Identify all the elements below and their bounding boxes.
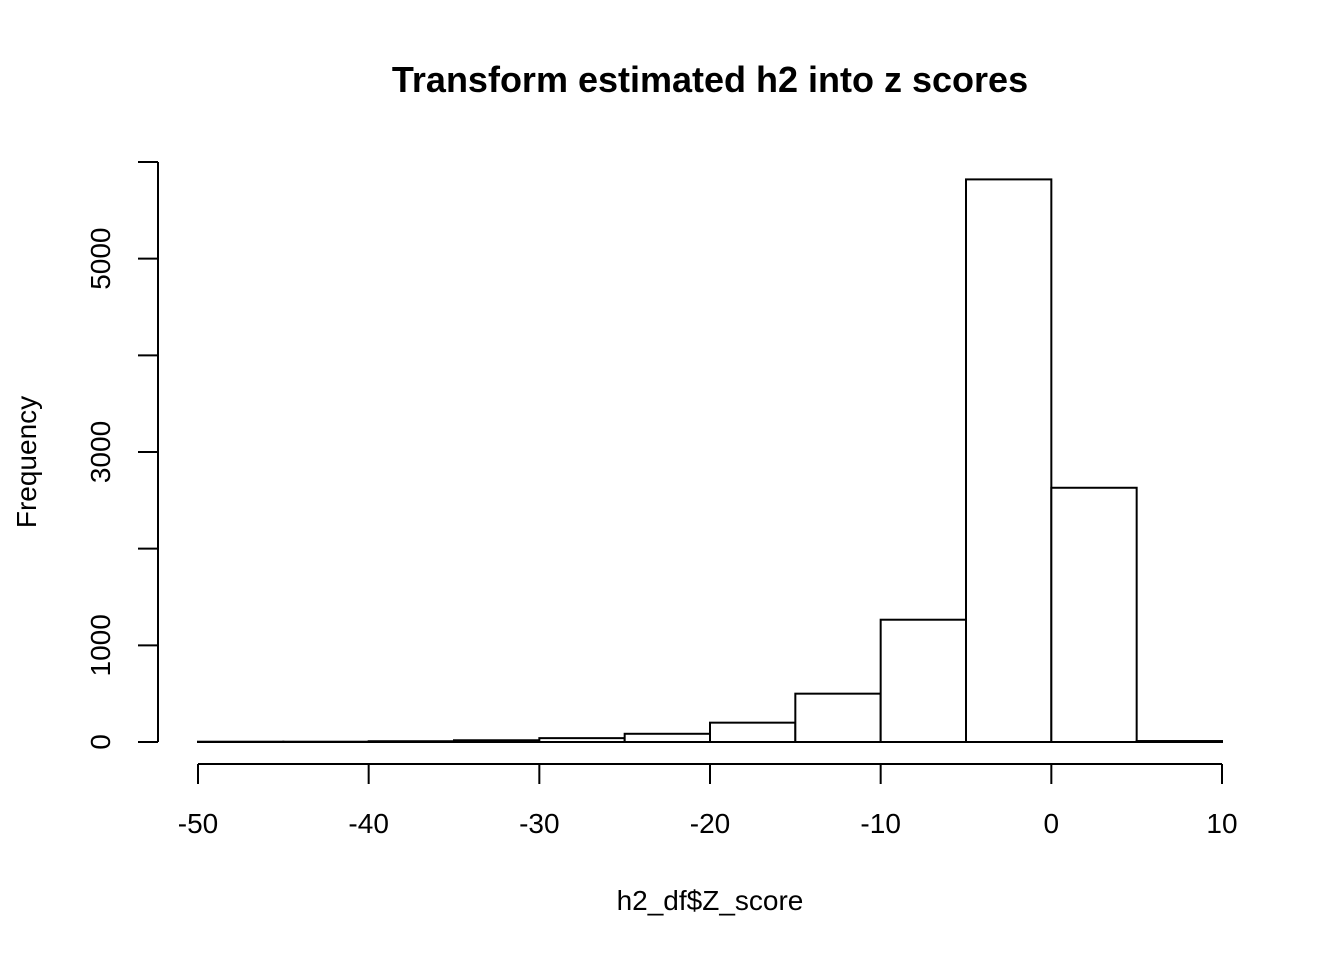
histogram-bar bbox=[623, 732, 712, 743]
histogram-bar bbox=[879, 618, 968, 744]
x-tick-label: -30 bbox=[519, 808, 559, 839]
chart-title: Transform estimated h2 into z scores bbox=[392, 59, 1028, 100]
histogram-bar bbox=[453, 739, 541, 744]
y-tick-label: 1000 bbox=[85, 614, 116, 676]
x-tick-label: 10 bbox=[1206, 808, 1237, 839]
x-tick-label: -10 bbox=[860, 808, 900, 839]
y-axis-label: Frequency bbox=[11, 396, 42, 528]
y-tick-label: 0 bbox=[85, 734, 116, 750]
histogram-bar bbox=[538, 737, 626, 744]
x-tick-label: -20 bbox=[690, 808, 730, 839]
histogram-bar bbox=[1050, 486, 1138, 743]
histogram-bar bbox=[709, 721, 797, 744]
y-axis: 0 1000 3000 5000 bbox=[85, 161, 159, 750]
y-tick-label: 3000 bbox=[85, 421, 116, 483]
x-tick-label: -50 bbox=[178, 808, 218, 839]
y-tick-label: 5000 bbox=[85, 228, 116, 290]
x-tick-label: 0 bbox=[1044, 808, 1060, 839]
x-tick-label: -40 bbox=[348, 808, 388, 839]
histogram-bar bbox=[794, 692, 882, 744]
bars-group bbox=[197, 178, 1223, 744]
x-axis-label: h2_df$Z_score bbox=[617, 885, 804, 916]
histogram-bar bbox=[965, 178, 1053, 743]
histogram-bar bbox=[367, 740, 455, 744]
histogram-bar bbox=[1135, 740, 1223, 743]
x-axis: -50 -40 -30 -20 -10 0 10 bbox=[178, 763, 1238, 839]
